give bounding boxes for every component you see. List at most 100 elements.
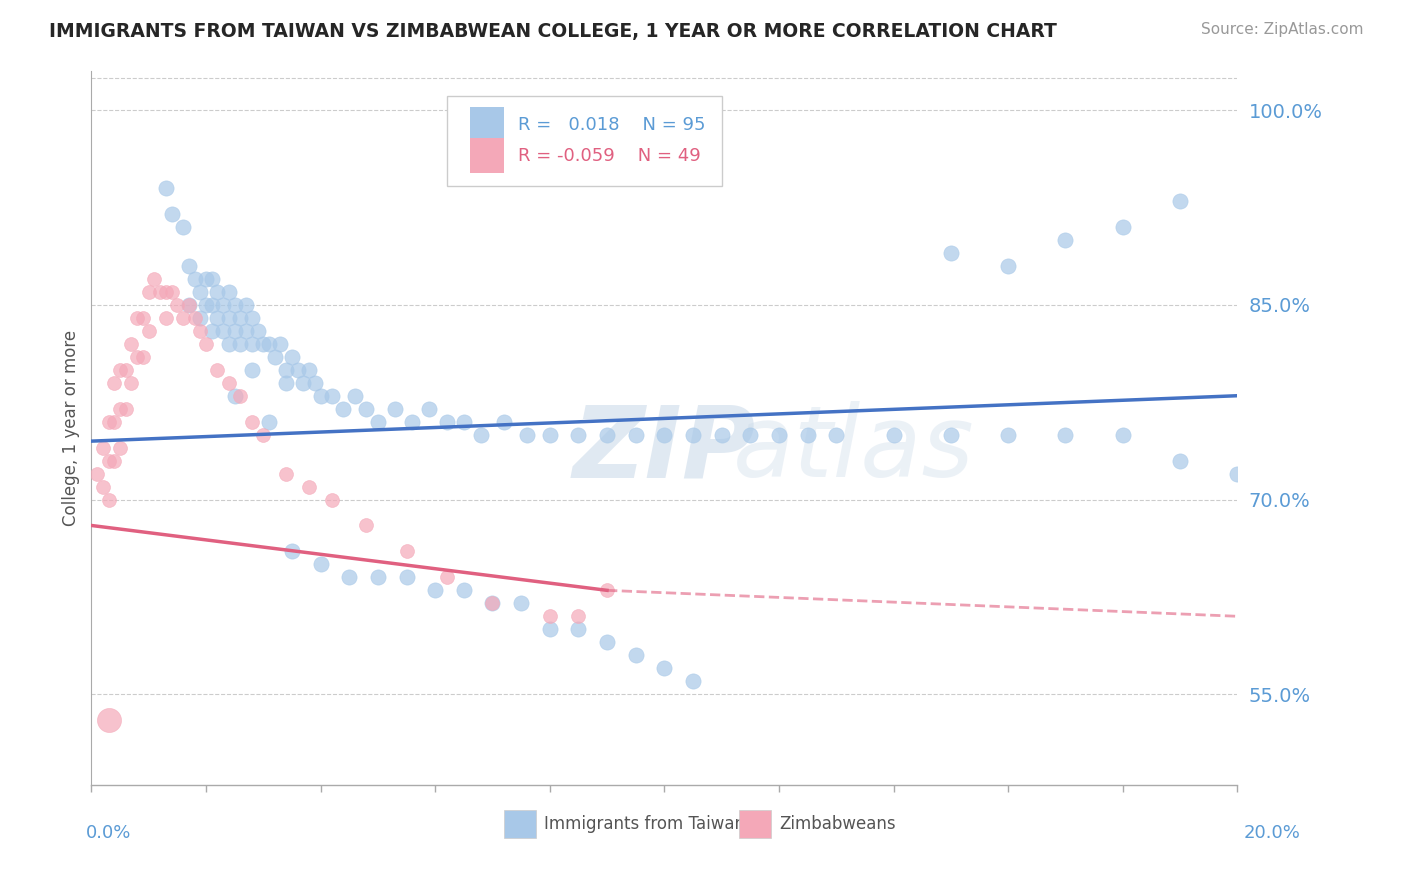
Point: [257, 336, 280, 351]
Point: [155, 181, 177, 195]
Point: [596, 635, 619, 649]
Point: [229, 389, 252, 403]
Point: [418, 401, 440, 416]
Text: ZIP: ZIP: [572, 401, 755, 498]
Point: [395, 570, 418, 584]
Point: [160, 207, 183, 221]
Bar: [503, 810, 536, 838]
Text: R = -0.059    N = 49: R = -0.059 N = 49: [517, 146, 700, 164]
Point: [103, 453, 125, 467]
Point: [143, 272, 166, 286]
Text: 20.0%: 20.0%: [1243, 824, 1301, 842]
Point: [538, 427, 561, 442]
Point: [97, 492, 120, 507]
Point: [121, 376, 143, 390]
Point: [298, 363, 321, 377]
Point: [276, 467, 298, 481]
Point: [1054, 233, 1077, 247]
Point: [177, 259, 200, 273]
Point: [470, 427, 492, 442]
Text: IMMIGRANTS FROM TAIWAN VS ZIMBABWEAN COLLEGE, 1 YEAR OR MORE CORRELATION CHART: IMMIGRANTS FROM TAIWAN VS ZIMBABWEAN COL…: [49, 22, 1057, 41]
Bar: [470, 107, 503, 143]
Point: [127, 350, 149, 364]
Point: [768, 427, 790, 442]
Y-axis label: College, 1 year or more: College, 1 year or more: [62, 330, 80, 526]
Point: [218, 310, 240, 325]
Point: [516, 427, 538, 442]
Point: [436, 570, 458, 584]
Point: [138, 324, 160, 338]
Point: [224, 324, 246, 338]
Point: [395, 544, 418, 558]
Point: [796, 427, 818, 442]
Point: [194, 272, 217, 286]
Point: [252, 336, 274, 351]
Point: [510, 596, 533, 610]
Point: [183, 310, 205, 325]
Point: [269, 336, 291, 351]
Point: [183, 272, 205, 286]
Point: [997, 259, 1019, 273]
Point: [155, 285, 177, 299]
Point: [343, 389, 366, 403]
Point: [188, 324, 211, 338]
Point: [97, 453, 120, 467]
FancyBboxPatch shape: [447, 96, 721, 186]
Point: [132, 310, 155, 325]
Text: Zimbabweans: Zimbabweans: [779, 815, 896, 833]
Point: [207, 310, 229, 325]
Point: [224, 298, 246, 312]
Point: [276, 363, 298, 377]
Point: [567, 622, 589, 636]
Point: [160, 285, 183, 299]
Point: [401, 415, 423, 429]
Point: [356, 518, 378, 533]
Point: [624, 648, 647, 663]
Point: [114, 401, 136, 416]
Point: [212, 324, 235, 338]
Point: [201, 272, 224, 286]
Point: [224, 389, 246, 403]
Point: [882, 427, 904, 442]
Point: [652, 427, 675, 442]
Point: [567, 427, 589, 442]
Text: atlas: atlas: [733, 401, 974, 498]
Point: [292, 376, 315, 390]
Point: [1168, 194, 1191, 208]
Point: [492, 415, 515, 429]
Text: Source: ZipAtlas.com: Source: ZipAtlas.com: [1201, 22, 1364, 37]
Point: [309, 389, 332, 403]
Point: [596, 583, 619, 598]
Point: [108, 401, 131, 416]
Point: [212, 298, 235, 312]
Point: [218, 376, 240, 390]
Point: [86, 467, 108, 481]
Point: [132, 350, 155, 364]
Point: [1168, 453, 1191, 467]
Point: [825, 427, 848, 442]
Point: [436, 415, 458, 429]
Point: [201, 298, 224, 312]
Point: [257, 415, 280, 429]
Point: [218, 285, 240, 299]
Point: [194, 298, 217, 312]
Point: [356, 401, 378, 416]
Point: [309, 558, 332, 572]
Point: [453, 583, 475, 598]
Point: [939, 427, 962, 442]
Point: [321, 389, 343, 403]
Point: [332, 401, 354, 416]
Point: [108, 441, 131, 455]
Point: [337, 570, 360, 584]
Point: [321, 492, 343, 507]
Point: [276, 376, 298, 390]
Point: [304, 376, 326, 390]
Point: [423, 583, 446, 598]
Point: [682, 674, 704, 689]
Point: [1054, 427, 1077, 442]
Point: [91, 479, 114, 493]
Point: [252, 427, 274, 442]
Point: [138, 285, 160, 299]
Point: [201, 324, 224, 338]
Point: [177, 298, 200, 312]
